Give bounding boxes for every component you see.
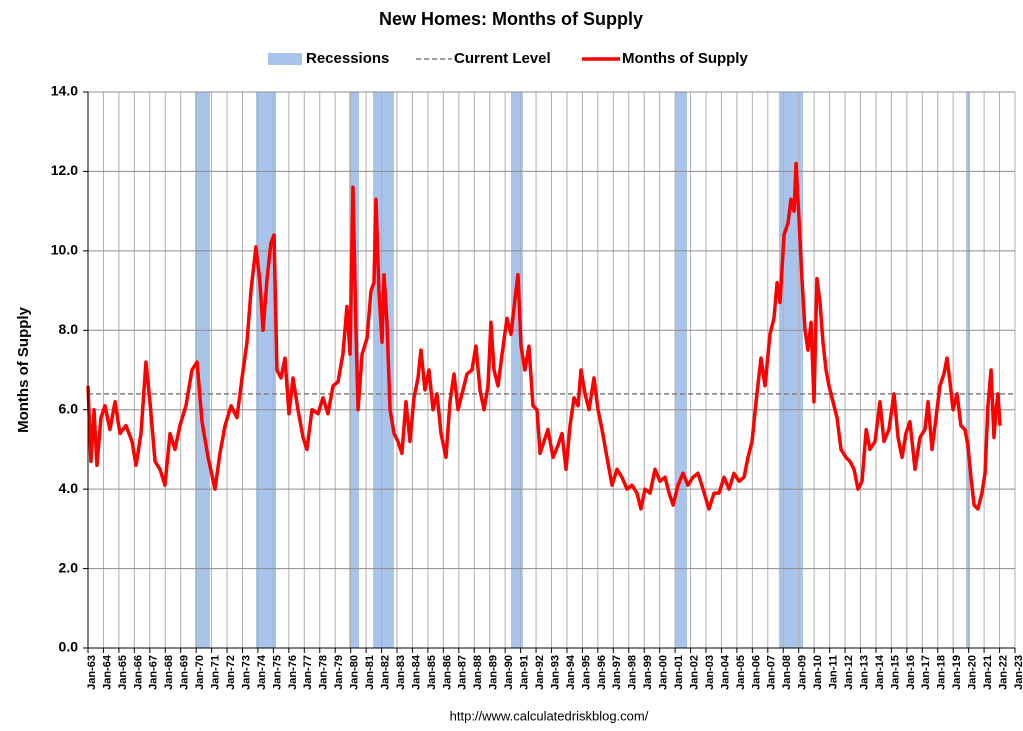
x-tick-label: Jan-08 [781, 655, 793, 690]
legend-label: Recessions [306, 50, 389, 67]
x-tick-label: Jan-79 [333, 655, 345, 690]
y-tick-label: 0.0 [59, 639, 79, 655]
x-tick-label: Jan-65 [117, 655, 129, 690]
x-tick-label: Jan-70 [194, 655, 206, 690]
x-tick-label: Jan-99 [642, 655, 654, 690]
x-tick-label: Jan-10 [812, 655, 824, 690]
x-tick-label: Jan-68 [163, 655, 175, 690]
x-tick-label: Jan-94 [565, 654, 577, 690]
x-tick-label: Jan-22 [997, 655, 1009, 690]
x-tick-label: Jan-04 [719, 654, 731, 690]
x-tick-label: Jan-69 [179, 655, 191, 690]
x-tick-label: Jan-07 [766, 655, 778, 690]
x-tick-label: Jan-09 [797, 655, 809, 690]
x-tick-label: Jan-75 [271, 655, 283, 690]
x-tick-label: Jan-74 [256, 654, 268, 690]
x-tick-label: Jan-76 [287, 655, 299, 690]
x-tick-label: Jan-96 [596, 655, 608, 690]
x-tick-label: Jan-83 [395, 655, 407, 690]
recession-band [195, 92, 211, 648]
recession-band [373, 92, 394, 648]
series-line [86, 161, 1002, 511]
x-tick-label: Jan-84 [410, 654, 422, 690]
x-tick-label: Jan-18 [936, 655, 948, 690]
x-tick-label: Jan-71 [210, 655, 222, 690]
x-tick-label: Jan-90 [503, 655, 515, 690]
x-tick-label: Jan-97 [611, 655, 623, 690]
y-tick-label: 2.0 [59, 559, 79, 575]
source-note: http://www.calculatedriskblog.com/ [450, 708, 649, 723]
x-tick-label: Jan-95 [580, 655, 592, 690]
x-tick-label: Jan-15 [889, 655, 901, 690]
y-tick-label: 12.0 [51, 162, 78, 178]
legend-swatch [268, 53, 302, 65]
x-tick-label: Jan-23 [1013, 655, 1023, 690]
x-tick-label: Jan-92 [534, 655, 546, 690]
recession-band [778, 92, 804, 648]
recession-band [349, 92, 359, 648]
x-tick-label: Jan-80 [349, 655, 361, 690]
x-tick-label: Jan-16 [905, 655, 917, 690]
y-axis-label: Months of Supply [15, 306, 32, 432]
recession-band [966, 92, 971, 648]
x-tick-label: Jan-01 [673, 655, 685, 690]
recession-band [511, 92, 523, 648]
chart-title: New Homes: Months of Supply [379, 9, 643, 29]
x-tick-label: Jan-88 [472, 655, 484, 690]
x-tick-label: Jan-14 [874, 654, 886, 690]
x-tick-label: Jan-13 [858, 655, 870, 690]
x-tick-label: Jan-21 [982, 655, 994, 690]
recession-band [675, 92, 687, 648]
x-tick-label: Jan-02 [688, 655, 700, 690]
x-tick-label: Jan-66 [132, 655, 144, 690]
x-tick-label: Jan-87 [457, 655, 469, 690]
x-tick-label: Jan-73 [240, 655, 252, 690]
x-tick-label: Jan-06 [750, 655, 762, 690]
x-tick-label: Jan-05 [735, 655, 747, 690]
x-tick-label: Jan-85 [426, 655, 438, 690]
x-tick-label: Jan-00 [658, 655, 670, 690]
x-tick-label: Jan-11 [828, 655, 840, 689]
x-tick-label: Jan-64 [101, 654, 113, 690]
x-tick-label: Jan-98 [627, 655, 639, 690]
x-tick-label: Jan-17 [920, 655, 932, 690]
x-tick-label: Jan-86 [441, 655, 453, 690]
y-tick-label: 10.0 [51, 242, 78, 258]
x-tick-label: Jan-89 [488, 655, 500, 690]
x-tick-label: Jan-20 [967, 655, 979, 690]
y-tick-label: 6.0 [59, 400, 79, 416]
x-tick-label: Jan-91 [519, 655, 531, 690]
x-tick-label: Jan-81 [364, 655, 376, 690]
x-tick-label: Jan-12 [843, 655, 855, 690]
x-tick-label: Jan-77 [302, 655, 314, 690]
x-tick-label: Jan-78 [318, 655, 330, 690]
legend: Recessions Current Level Months of Supply [268, 50, 748, 67]
x-tick-label: Jan-67 [148, 655, 160, 690]
legend-label: Months of Supply [622, 50, 748, 67]
x-tick-label: Jan-93 [549, 655, 561, 690]
y-tick-label: 4.0 [59, 480, 79, 496]
x-tick-label: Jan-03 [704, 655, 716, 690]
x-tick-label: Jan-63 [86, 655, 98, 690]
x-tick-label: Jan-72 [225, 655, 237, 690]
recession-band [255, 92, 277, 648]
y-tick-label: 14.0 [51, 83, 78, 99]
legend-label: Current Level [454, 50, 551, 67]
plot-area: Jan-63 Jan-64 Jan-65 Jan-66 Jan-67 Jan-68 Jan-… [51, 83, 1023, 690]
x-tick-label: Jan-82 [379, 655, 391, 690]
y-tick-label: 8.0 [59, 321, 79, 337]
x-tick-label: Jan-19 [951, 655, 963, 690]
